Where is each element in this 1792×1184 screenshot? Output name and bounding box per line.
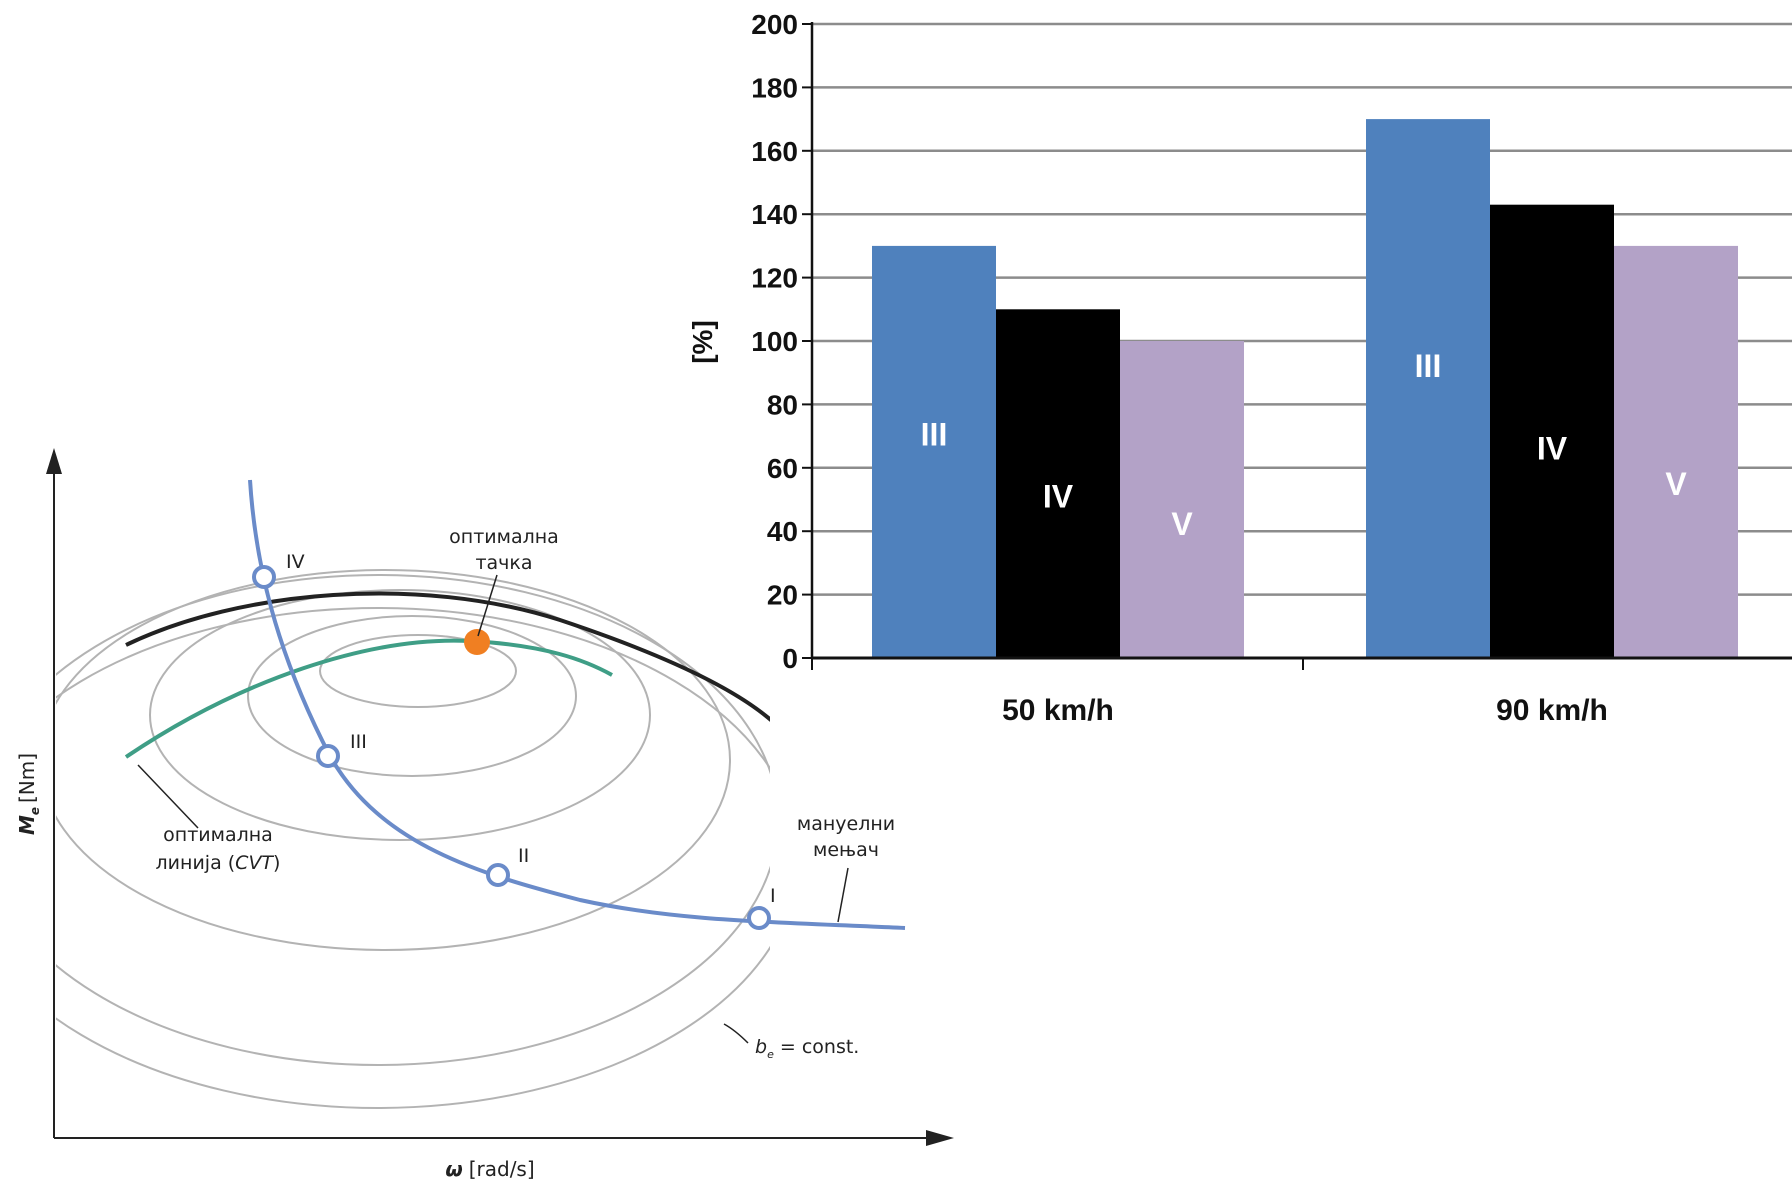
y-tick-label: 180 (751, 72, 798, 103)
bar-label: III (921, 416, 948, 452)
diagram-x-axis-title: ω [rad/s] (445, 1157, 534, 1181)
contour-leader (723, 1023, 749, 1044)
gear-point-iii (316, 744, 340, 768)
gear-point-i (747, 906, 771, 930)
y-axis-subscript: e (28, 807, 42, 815)
y-axis-symbol: M (15, 815, 39, 835)
y-axis-arrow (46, 448, 62, 474)
optimal-line-label-line2: линија (CVT) (156, 852, 281, 874)
engine-map-diagram: IV III II I оптимална тачка оптимална ли… (15, 448, 954, 1181)
gear-points (252, 565, 771, 930)
optimal-point-label-line1: оптимална (449, 526, 559, 548)
y-tick-label: 160 (751, 136, 798, 167)
y-tick-label: 20 (767, 580, 798, 611)
max-torque-curve (125, 591, 770, 722)
bar-label: III (1415, 348, 1442, 384)
y-tick-label: 40 (767, 516, 798, 547)
manual-gearbox-curve (248, 479, 906, 930)
bar-v-50 (1120, 341, 1244, 658)
category-label: 50 km/h (1002, 694, 1114, 727)
optimal-line-label-line1: оптимална (163, 824, 273, 846)
contour-label-symbol: b (755, 1036, 767, 1058)
manual-label-line2: мењач (813, 839, 879, 861)
bar-iv-50 (996, 309, 1120, 658)
y-axis-unit: [Nm] (15, 753, 39, 803)
y-tick-label: 140 (751, 199, 798, 230)
y-tick-label: 80 (767, 389, 798, 420)
optimal-line-cvt (124, 638, 613, 759)
bar-label: IV (1537, 430, 1568, 466)
gear-point-ii (486, 863, 510, 887)
optimal-point-leader (477, 574, 498, 637)
gear-label-ii: II (518, 845, 529, 867)
optimal-line-label-italic: CVT (235, 852, 274, 874)
x-axis-symbol: ω (445, 1157, 462, 1181)
gear-label-i: I (770, 885, 776, 907)
bar-label: V (1665, 466, 1687, 502)
chart-bar-labels: III IV V III IV V (921, 348, 1688, 542)
gear-label-iii: III (350, 731, 367, 753)
manual-leader (837, 867, 849, 923)
gear-point-iv (252, 565, 276, 589)
optimal-line-label-prefix: линија ( (156, 852, 236, 874)
bar-iv-90 (1490, 204, 1614, 658)
contour-4 (56, 569, 731, 951)
y-tick-label: 60 (767, 453, 798, 484)
optimal-point (464, 629, 490, 655)
y-tick-label: 100 (751, 326, 798, 357)
optimal-line-leader (137, 764, 199, 829)
y-tick-label: 0 (782, 643, 798, 674)
contour-2 (247, 615, 577, 777)
chart-y-ticks: 0 20 40 60 80 100 120 140 160 180 200 (751, 9, 812, 674)
bar-label: V (1171, 506, 1193, 542)
bar-iii-90 (1366, 119, 1490, 659)
bar-v-90 (1614, 245, 1738, 658)
x-axis-arrow (926, 1130, 954, 1146)
optimal-point-label-line2: тачка (475, 552, 532, 574)
chart-category-labels: 50 km/h 90 km/h (1002, 694, 1608, 727)
contour-6 (56, 607, 770, 1109)
contour-label: be = const. (755, 1036, 859, 1061)
bar-chart: 0 20 40 60 80 100 120 140 160 180 200 50 km/h 90 km… (687, 9, 1792, 727)
x-axis-unit: [rad/s] (469, 1157, 535, 1181)
diagram-axes (46, 448, 954, 1146)
chart-y-axis-title: [%] (687, 320, 718, 364)
y-tick-label: 200 (751, 9, 798, 40)
bar-label: IV (1043, 479, 1074, 515)
contour-3 (149, 589, 651, 841)
chart-bars (872, 119, 1738, 659)
be-contours (56, 569, 770, 1109)
manual-label-line1: мануелни (797, 813, 895, 835)
leader-lines (137, 574, 849, 1044)
diagram-y-axis-title: Me [Nm] (15, 753, 42, 835)
y-tick-label: 120 (751, 263, 798, 294)
gear-label-iv: IV (286, 551, 305, 573)
category-label: 90 km/h (1496, 694, 1608, 727)
bar-iii-50 (872, 245, 996, 658)
contour-label-rest: = const. (774, 1036, 860, 1058)
contour-label-subscript: e (767, 1048, 774, 1061)
contour-1 (319, 634, 517, 708)
optimal-line-label-suffix: ) (273, 852, 280, 874)
contour-5 (56, 574, 770, 1066)
